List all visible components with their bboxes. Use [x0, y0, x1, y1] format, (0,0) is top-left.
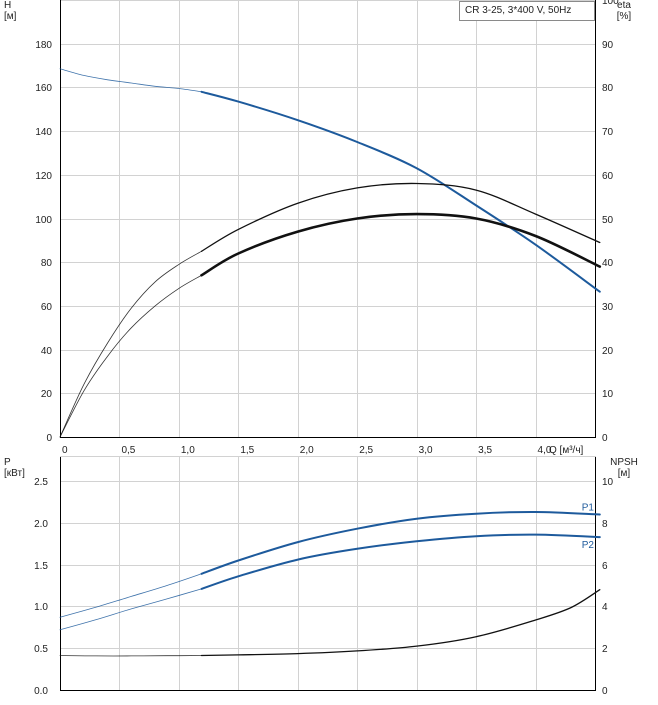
y-tick-label: 1.5	[34, 561, 48, 572]
y2-tick-label: 0	[602, 686, 608, 697]
efficiency-curve-bold-segment	[202, 183, 600, 251]
series-label-p2: P2	[582, 540, 595, 551]
npsh-curve-bold-segment	[202, 590, 600, 656]
x-tick-label: 3,0	[419, 445, 433, 456]
y2-tick-label: 70	[602, 127, 614, 138]
y2-tick-label: 2	[602, 644, 608, 655]
pump-legend-box: CR 3-25, 3*400 V, 50Hz	[459, 1, 595, 21]
y2-tick-label: 6	[602, 561, 608, 572]
y-tick-label: 140	[35, 127, 52, 138]
y-axis-title: P[кВт]	[4, 457, 25, 479]
y-tick-label: 0	[46, 433, 52, 444]
y-axis-title: H[м]	[4, 0, 17, 22]
x-axis-label: Q [м³/ч]	[549, 445, 584, 456]
y-tick-label: 100	[35, 215, 52, 226]
y-tick-label: 0.5	[34, 644, 48, 655]
y2-tick-label: 4	[602, 602, 608, 613]
x-tick-label: 1,0	[181, 445, 195, 456]
power-p2-curve-thin-segment	[60, 589, 202, 630]
x-tick-label: 0	[62, 445, 68, 456]
y2-tick-label: 8	[602, 519, 608, 530]
y2-tick-label: 90	[602, 40, 614, 51]
y2-tick-label: 10	[602, 389, 614, 400]
pump-legend-text: CR 3-25, 3*400 V, 50Hz	[460, 2, 594, 17]
y2-axis-title: NPSH[м]	[610, 457, 638, 479]
y2-tick-label: 0	[602, 433, 608, 444]
y2-tick-label: 10	[602, 477, 614, 488]
y2-tick-label: 30	[602, 302, 614, 313]
efficiency-curve-thin-segment	[60, 251, 202, 437]
y2-tick-label: 80	[602, 83, 614, 94]
head-curve-bold-segment	[202, 92, 600, 292]
y2-tick-label: 40	[602, 258, 614, 269]
x-tick-label: 3,5	[478, 445, 492, 456]
y-tick-label: 20	[41, 389, 53, 400]
x-tick-label: 1,5	[240, 445, 254, 456]
x-tick-label: 2,5	[359, 445, 373, 456]
y-tick-label: 2.5	[34, 477, 48, 488]
efficiency-curve-thin-segment	[60, 275, 202, 437]
y2-axis-title: eta[%]	[617, 0, 632, 22]
y2-tick-label: 50	[602, 215, 614, 226]
series-label-p1: P1	[582, 503, 595, 514]
x-tick-label: 2,0	[300, 445, 314, 456]
y2-tick-label: 60	[602, 171, 614, 182]
y2-tick-label: 20	[602, 346, 614, 357]
head-curve-thin-segment	[60, 69, 202, 92]
y-tick-label: 160	[35, 83, 52, 94]
y-tick-label: 180	[35, 40, 52, 51]
power-p2-curve-bold-segment	[202, 535, 600, 589]
y-tick-label: 2.0	[34, 519, 48, 530]
y-tick-label: 120	[35, 171, 52, 182]
x-tick-label: 0,5	[121, 445, 135, 456]
y-tick-label: 1.0	[34, 602, 48, 613]
y-tick-label: 40	[41, 346, 53, 357]
y-tick-label: 0.0	[34, 686, 48, 697]
power-p1-curve-thin-segment	[60, 574, 202, 618]
efficiency-curve-bold-segment	[202, 214, 600, 275]
y-tick-label: 60	[41, 302, 53, 313]
y-tick-label: 80	[41, 258, 53, 269]
